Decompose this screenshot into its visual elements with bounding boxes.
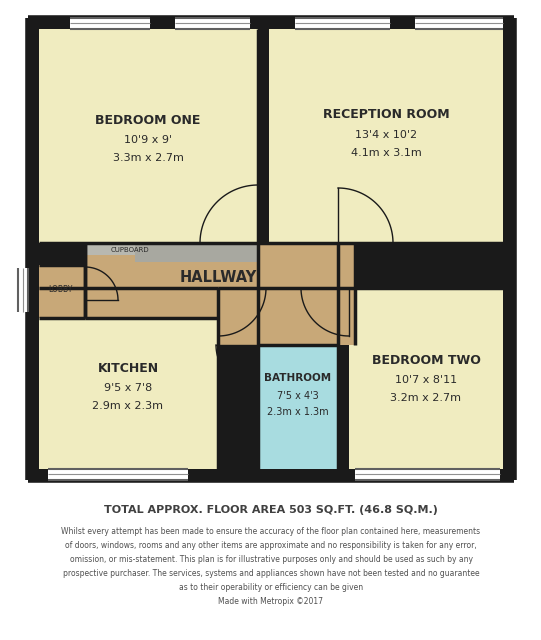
- Text: 13'4 x 10'2: 13'4 x 10'2: [355, 130, 417, 140]
- Text: HALLWAY: HALLWAY: [180, 271, 256, 285]
- Text: 2.9m x 2.3m: 2.9m x 2.3m: [93, 401, 163, 411]
- Bar: [39, 29, 258, 243]
- Text: Whilst every attempt has been made to ensure the accuracy of the floor plan cont: Whilst every attempt has been made to en…: [62, 527, 480, 536]
- Bar: [218, 288, 355, 345]
- Text: BEDROOM TWO: BEDROOM TWO: [372, 353, 480, 367]
- Bar: [295, 18, 390, 29]
- Text: 7'5 x 4'3: 7'5 x 4'3: [277, 391, 319, 401]
- Bar: [85, 243, 355, 320]
- Text: as to their operability or efficiency can be given: as to their operability or efficiency ca…: [179, 584, 363, 593]
- Bar: [269, 29, 503, 243]
- Text: Made with Metropix ©2017: Made with Metropix ©2017: [219, 598, 324, 607]
- Text: 10'7 x 8'11: 10'7 x 8'11: [395, 375, 457, 385]
- Text: TOTAL APPROX. FLOOR AREA 503 SQ.FT. (46.8 SQ.M.): TOTAL APPROX. FLOOR AREA 503 SQ.FT. (46.…: [104, 505, 438, 515]
- Bar: [48, 469, 188, 480]
- Text: RECEPTION ROOM: RECEPTION ROOM: [322, 109, 450, 122]
- Bar: [39, 265, 85, 318]
- Bar: [258, 243, 355, 288]
- Bar: [355, 469, 500, 480]
- Text: prospective purchaser. The services, systems and appliances shown have not been : prospective purchaser. The services, sys…: [63, 570, 479, 579]
- Text: 4.1m x 3.1m: 4.1m x 3.1m: [351, 148, 421, 158]
- Bar: [28, 18, 514, 480]
- Text: CUPBOARD: CUPBOARD: [111, 247, 149, 253]
- Bar: [258, 345, 338, 469]
- Bar: [415, 18, 503, 29]
- Text: BEDROOM ONE: BEDROOM ONE: [95, 113, 201, 127]
- Bar: [70, 18, 150, 29]
- Text: of doors, windows, rooms and any other items are approximate and no responsibili: of doors, windows, rooms and any other i…: [65, 541, 477, 550]
- Bar: [175, 18, 250, 29]
- Bar: [18, 268, 28, 312]
- Text: 10'9 x 9': 10'9 x 9': [124, 135, 172, 145]
- Text: KITCHEN: KITCHEN: [97, 362, 159, 374]
- Bar: [85, 243, 258, 255]
- Text: omission, or mis-statement. This plan is for illustrative purposes only and shou: omission, or mis-statement. This plan is…: [69, 556, 472, 564]
- Bar: [39, 288, 218, 469]
- Text: 2.3m x 1.3m: 2.3m x 1.3m: [267, 407, 329, 417]
- Bar: [135, 243, 258, 262]
- Bar: [349, 288, 503, 469]
- Text: 9'5 x 7'8: 9'5 x 7'8: [104, 383, 152, 393]
- Text: 3.3m x 2.7m: 3.3m x 2.7m: [113, 153, 183, 163]
- Text: LOBBY: LOBBY: [48, 285, 72, 294]
- Text: 3.2m x 2.7m: 3.2m x 2.7m: [391, 393, 461, 403]
- Text: BATHROOM: BATHROOM: [265, 373, 332, 383]
